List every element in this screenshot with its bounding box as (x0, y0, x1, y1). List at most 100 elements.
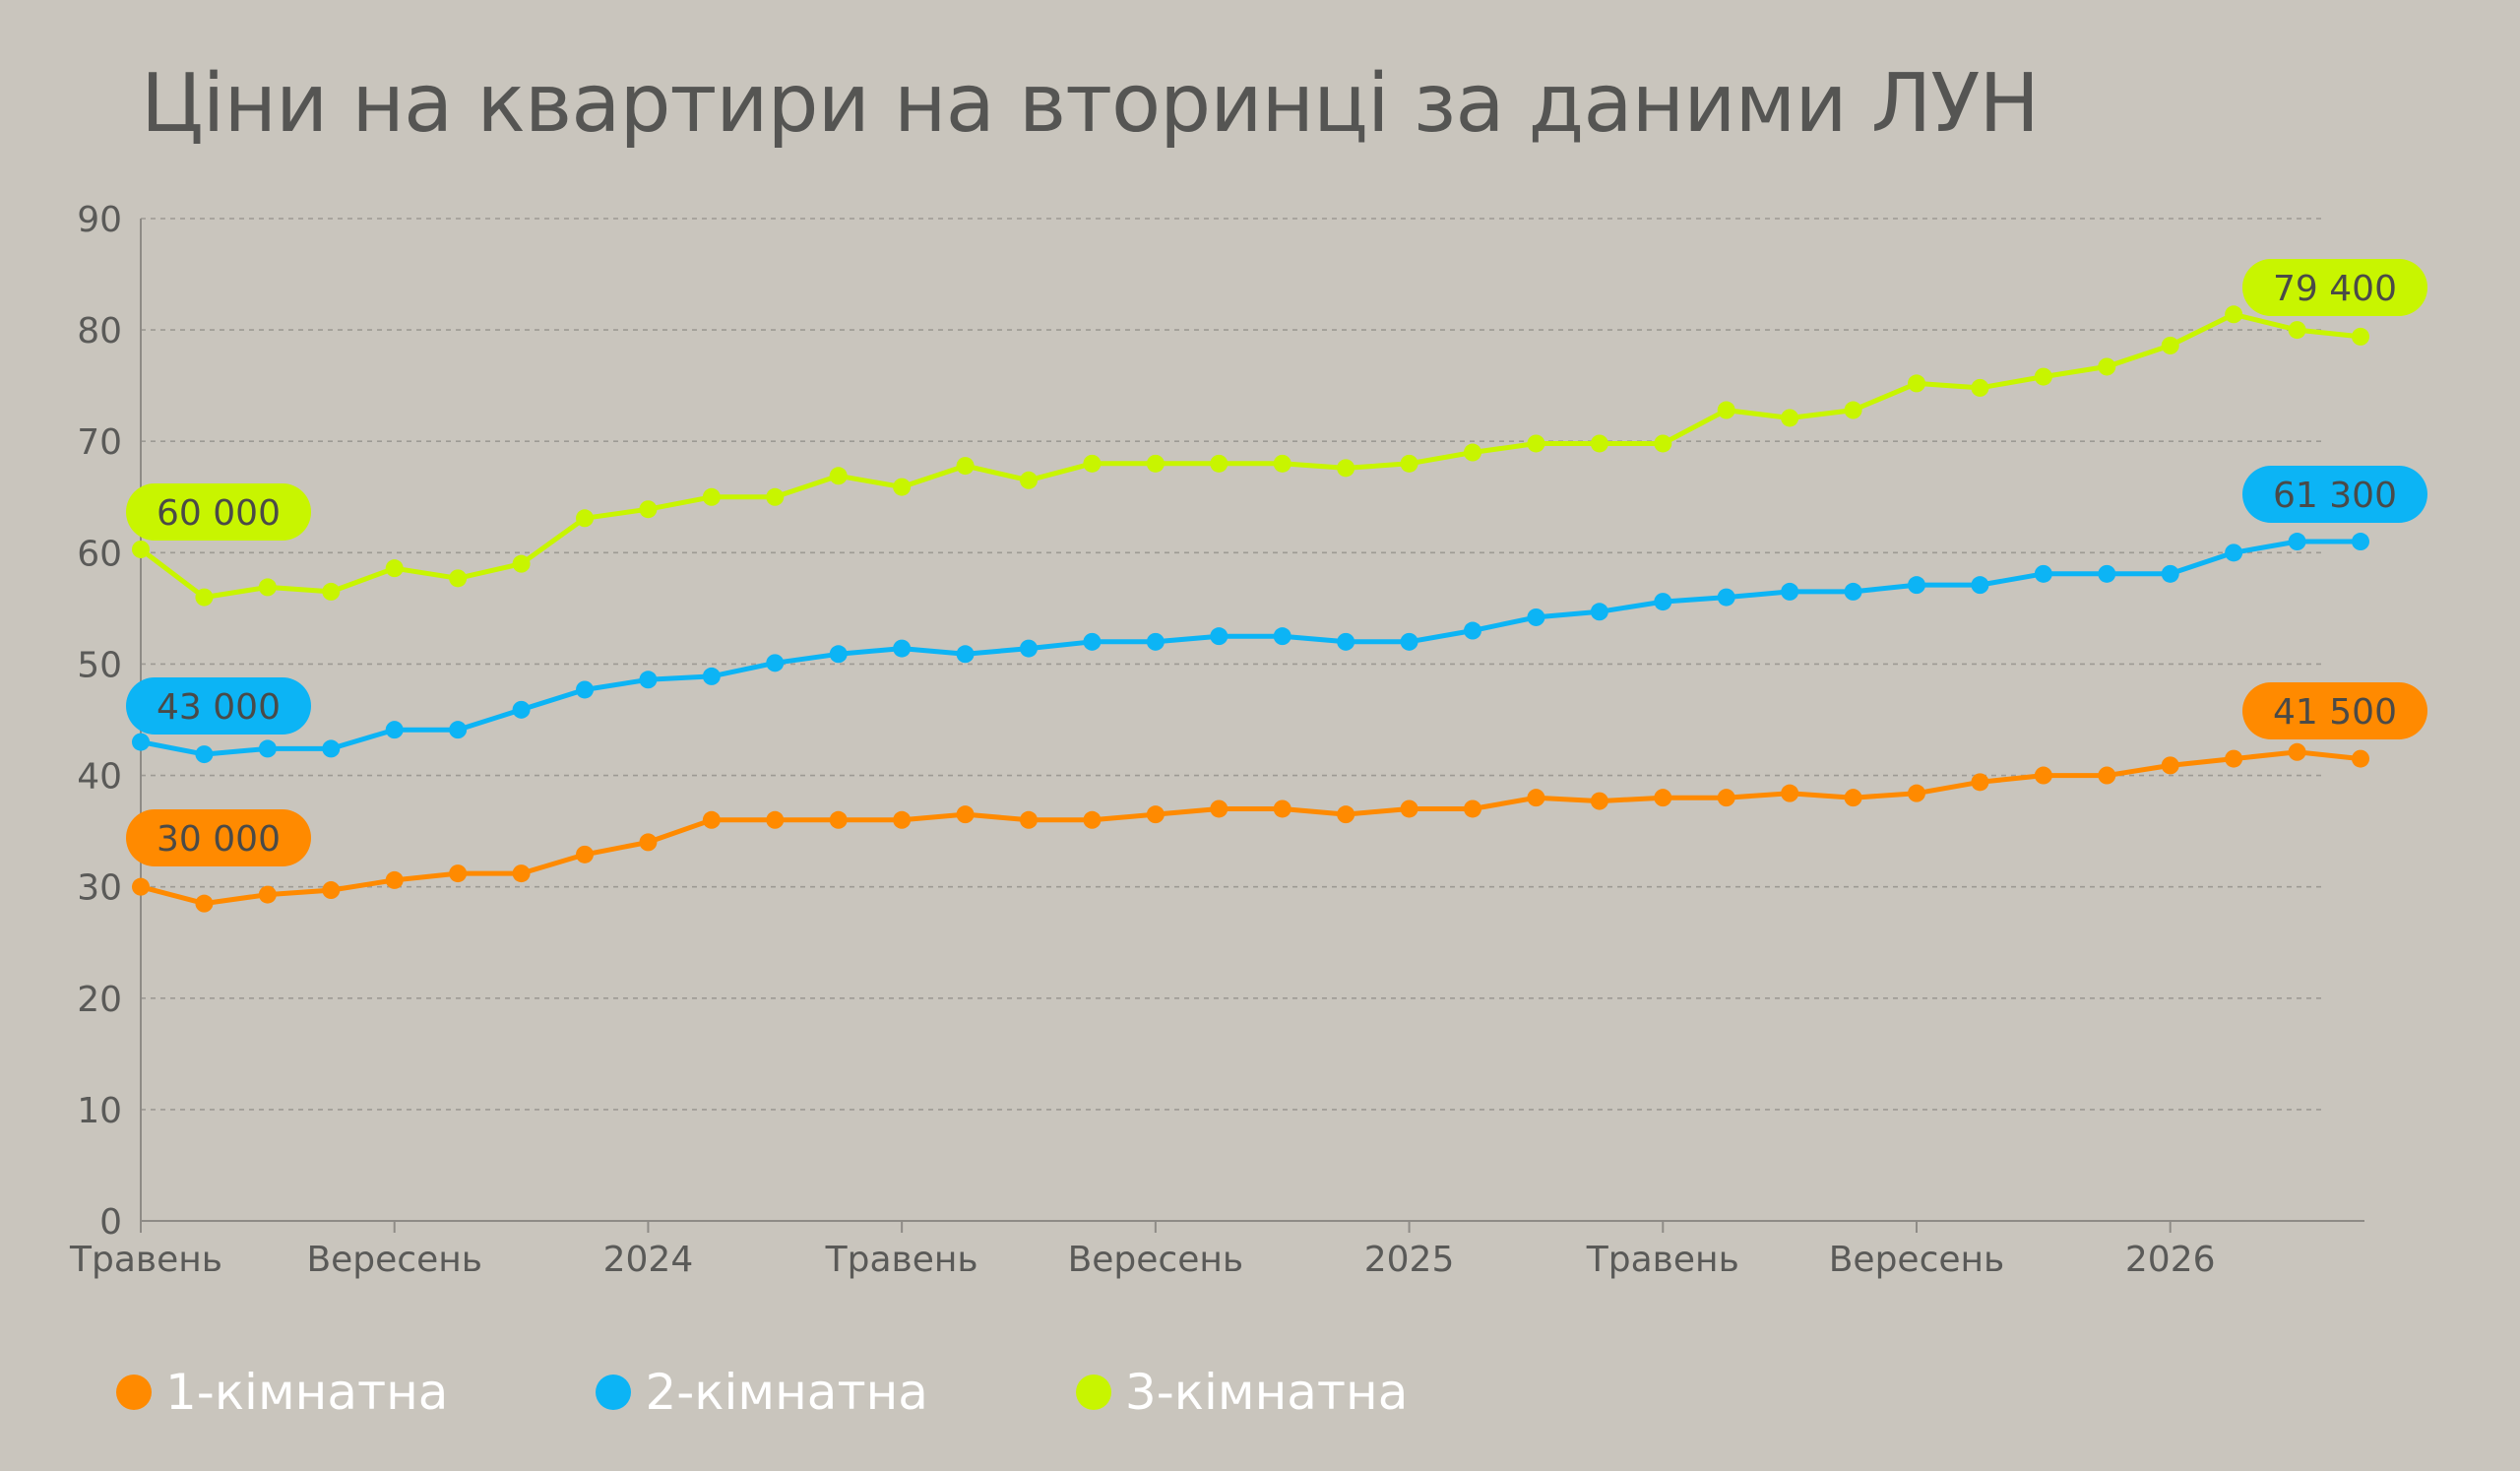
data-point (702, 667, 721, 685)
legend-swatch (596, 1375, 632, 1410)
end-value-label: 79 400 (2273, 269, 2397, 309)
data-point (1464, 621, 1481, 640)
legend-item: 1-кімнатна (116, 1364, 448, 1421)
data-point (258, 739, 277, 758)
data-point (2225, 749, 2243, 768)
y-tick-label: 0 (99, 1202, 122, 1243)
data-point (1654, 789, 1672, 807)
data-point (2225, 305, 2243, 324)
data-point (702, 487, 721, 506)
y-tick-label: 40 (77, 757, 122, 798)
data-point (132, 733, 150, 751)
x-tick-label: 2026 (2125, 1240, 2216, 1280)
data-point (1337, 805, 1355, 824)
data-point (1654, 593, 1672, 611)
data-point (1908, 374, 1925, 393)
data-point (576, 680, 594, 699)
data-point (258, 578, 277, 597)
data-point (1083, 632, 1102, 651)
x-tick-label: 2024 (603, 1240, 694, 1280)
data-point (2161, 564, 2179, 583)
series-line (140, 749, 2362, 907)
data-point (1908, 576, 1925, 595)
data-point (1844, 401, 1862, 419)
data-point (1590, 434, 1608, 453)
series-line (139, 311, 2362, 601)
data-point (1210, 454, 1228, 473)
data-point (829, 467, 848, 485)
data-point (132, 540, 150, 558)
data-point (702, 810, 721, 829)
data-point (766, 810, 785, 829)
data-point (766, 487, 785, 506)
data-point (1717, 789, 1735, 807)
data-point (1337, 459, 1355, 478)
series-line (140, 539, 2361, 757)
plot-area: 0 10 20 30 40 50 60 70 80 90 Травень Вересень 2024 Тр… (69, 200, 2427, 1280)
chart-title: Ціни на квартири на вторинці за даними Л… (141, 57, 2040, 151)
data-point (1273, 627, 1292, 646)
start-value-label: 60 000 (157, 493, 281, 534)
data-point (1844, 582, 1862, 601)
data-point (2288, 742, 2306, 761)
data-point (2098, 357, 2116, 376)
data-point (2352, 327, 2369, 346)
data-point (1400, 799, 1418, 818)
legend-label: 3-кімнатна (1124, 1364, 1409, 1421)
end-value-badge (2242, 682, 2427, 739)
data-point (1146, 805, 1165, 824)
data-point (2161, 336, 2179, 354)
data-point (1527, 608, 1545, 626)
data-point (893, 639, 912, 658)
data-point (512, 700, 531, 719)
grid-lines (141, 218, 2323, 1111)
data-point (2225, 544, 2243, 562)
data-point (893, 810, 912, 829)
value-callouts: 30 000 41 500 43 000 61 300 60 000 79 400 (126, 259, 2427, 866)
legend-swatch (116, 1375, 152, 1410)
data-point (1146, 632, 1165, 651)
data-point (1210, 627, 1228, 646)
end-value-badge (2242, 466, 2427, 523)
data-point (195, 588, 214, 607)
data-point (195, 745, 214, 764)
start-value-badge (126, 483, 311, 541)
data-point (639, 500, 658, 519)
data-point (2034, 766, 2052, 785)
data-point (829, 810, 848, 829)
data-point (2161, 756, 2179, 775)
y-tick-label: 30 (77, 868, 122, 909)
data-point (512, 554, 531, 573)
data-point (1020, 471, 1038, 489)
data-point (576, 509, 594, 528)
data-point (449, 721, 468, 739)
data-point (2034, 564, 2052, 583)
data-point (1908, 784, 1925, 802)
y-tick-label: 50 (77, 645, 122, 685)
data-point (1781, 409, 1799, 427)
data-point (639, 833, 658, 852)
axes: 0 10 20 30 40 50 60 70 80 90 Травень Вересень 2024 Тр… (69, 200, 2364, 1280)
data-point (258, 885, 277, 904)
data-point (1971, 378, 1989, 397)
data-point (2098, 766, 2116, 785)
data-point (2034, 367, 2052, 386)
data-point (1781, 582, 1799, 601)
x-tick-label: Вересень (1829, 1240, 2005, 1280)
x-tick-label: 2025 (1364, 1240, 1455, 1280)
start-value-badge (126, 809, 311, 866)
data-point (1210, 799, 1228, 818)
data-point (449, 864, 468, 883)
x-tick-label: Вересень (306, 1240, 482, 1280)
start-value-label: 30 000 (157, 819, 281, 860)
data-point (1971, 576, 1989, 595)
data-point (2352, 749, 2369, 768)
data-point (766, 654, 785, 672)
data-point (449, 569, 468, 588)
data-point (1464, 443, 1481, 462)
y-tick-label: 90 (77, 200, 122, 240)
data-point (956, 645, 975, 664)
data-point (322, 739, 341, 758)
data-point (322, 582, 341, 601)
